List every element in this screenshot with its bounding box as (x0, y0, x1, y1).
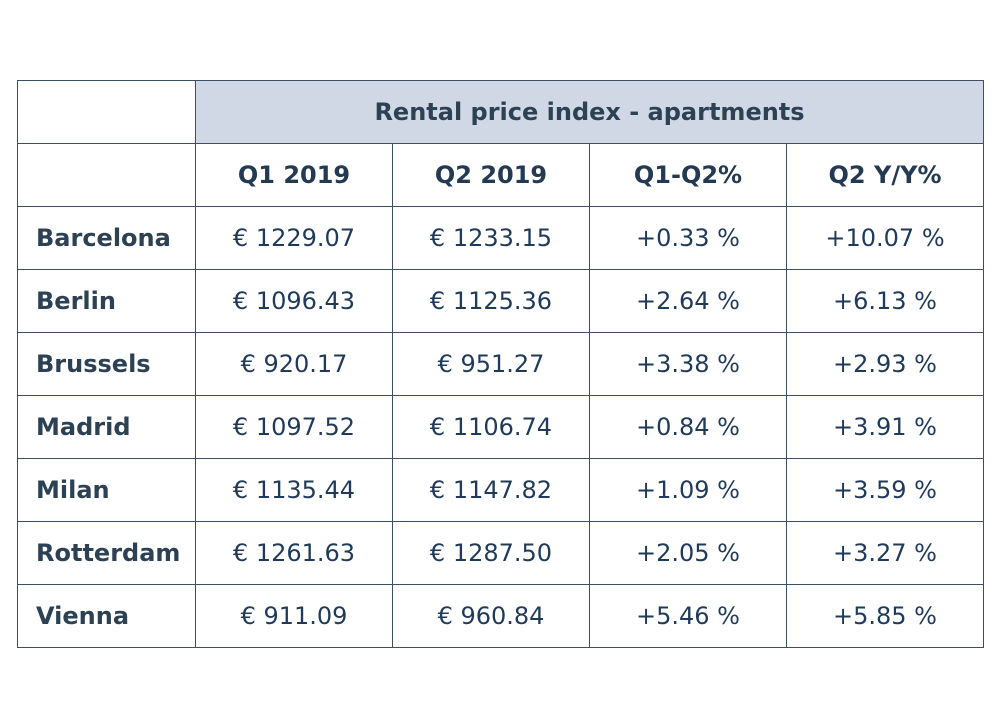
cell-q1-2019: € 1096.43 (195, 269, 393, 333)
column-header-q1-q2-change: Q1-Q2% (589, 143, 787, 207)
cell-q2-2019: € 1233.15 (392, 206, 590, 270)
row-label-city: Brussels (17, 332, 196, 396)
cell-q1-q2-change: +5.46 % (589, 584, 787, 648)
rental-price-table-container: Rental price index - apartments Q1 2019 … (17, 80, 984, 648)
cell-q2-2019: € 1287.50 (392, 521, 590, 585)
cell-q1-q2-change: +2.05 % (589, 521, 787, 585)
cell-q2-yoy-change: +3.59 % (786, 458, 984, 522)
row-header-corner (17, 143, 196, 207)
row-label-city: Madrid (17, 395, 196, 459)
cell-q2-2019: € 1147.82 (392, 458, 590, 522)
cell-q2-yoy-change: +3.27 % (786, 521, 984, 585)
table-body: Barcelona € 1229.07 € 1233.15 +0.33 % +10.07… (17, 206, 984, 648)
column-header-q2-2019: Q2 2019 (392, 143, 590, 207)
cell-q1-q2-change: +3.38 % (589, 332, 787, 396)
cell-q1-2019: € 920.17 (195, 332, 393, 396)
column-header-q2-yoy-change: Q2 Y/Y% (786, 143, 984, 207)
cell-q1-q2-change: +2.64 % (589, 269, 787, 333)
cell-q1-q2-change: +0.33 % (589, 206, 787, 270)
cell-q2-2019: € 951.27 (392, 332, 590, 396)
title-row: Rental price index - apartments (17, 80, 984, 144)
row-label-city: Rotterdam (17, 521, 196, 585)
cell-q1-2019: € 1097.52 (195, 395, 393, 459)
corner-cell (17, 80, 196, 144)
cell-q1-q2-change: +0.84 % (589, 395, 787, 459)
cell-q2-2019: € 960.84 (392, 584, 590, 648)
column-header-q1-2019: Q1 2019 (195, 143, 393, 207)
cell-q2-yoy-change: +6.13 % (786, 269, 984, 333)
cell-q2-2019: € 1125.36 (392, 269, 590, 333)
table-row: Milan € 1135.44 € 1147.82 +1.09 % +3.59 % (17, 458, 984, 522)
cell-q2-yoy-change: +2.93 % (786, 332, 984, 396)
row-label-city: Vienna (17, 584, 196, 648)
cell-q1-2019: € 1261.63 (195, 521, 393, 585)
cell-q1-2019: € 911.09 (195, 584, 393, 648)
cell-q2-yoy-change: +5.85 % (786, 584, 984, 648)
cell-q2-yoy-change: +3.91 % (786, 395, 984, 459)
table-row: Brussels € 920.17 € 951.27 +3.38 % +2.93 % (17, 332, 984, 396)
table-title: Rental price index - apartments (195, 80, 984, 144)
cell-q1-2019: € 1229.07 (195, 206, 393, 270)
cell-q1-q2-change: +1.09 % (589, 458, 787, 522)
table-row: Barcelona € 1229.07 € 1233.15 +0.33 % +10.07… (17, 206, 984, 270)
row-label-city: Milan (17, 458, 196, 522)
cell-q1-2019: € 1135.44 (195, 458, 393, 522)
column-header-row: Q1 2019 Q2 2019 Q1-Q2% Q2 Y/Y% (17, 143, 984, 207)
row-label-city: Barcelona (17, 206, 196, 270)
table-row: Madrid € 1097.52 € 1106.74 +0.84 % +3.91 % (17, 395, 984, 459)
table-row: Vienna € 911.09 € 960.84 +5.46 % +5.85 % (17, 584, 984, 648)
table-row: Rotterdam € 1261.63 € 1287.50 +2.05 % +3.27 … (17, 521, 984, 585)
cell-q2-yoy-change: +10.07 % (786, 206, 984, 270)
row-label-city: Berlin (17, 269, 196, 333)
cell-q2-2019: € 1106.74 (392, 395, 590, 459)
table-row: Berlin € 1096.43 € 1125.36 +2.64 % +6.13 % (17, 269, 984, 333)
rental-price-table: Rental price index - apartments Q1 2019 … (17, 80, 984, 648)
